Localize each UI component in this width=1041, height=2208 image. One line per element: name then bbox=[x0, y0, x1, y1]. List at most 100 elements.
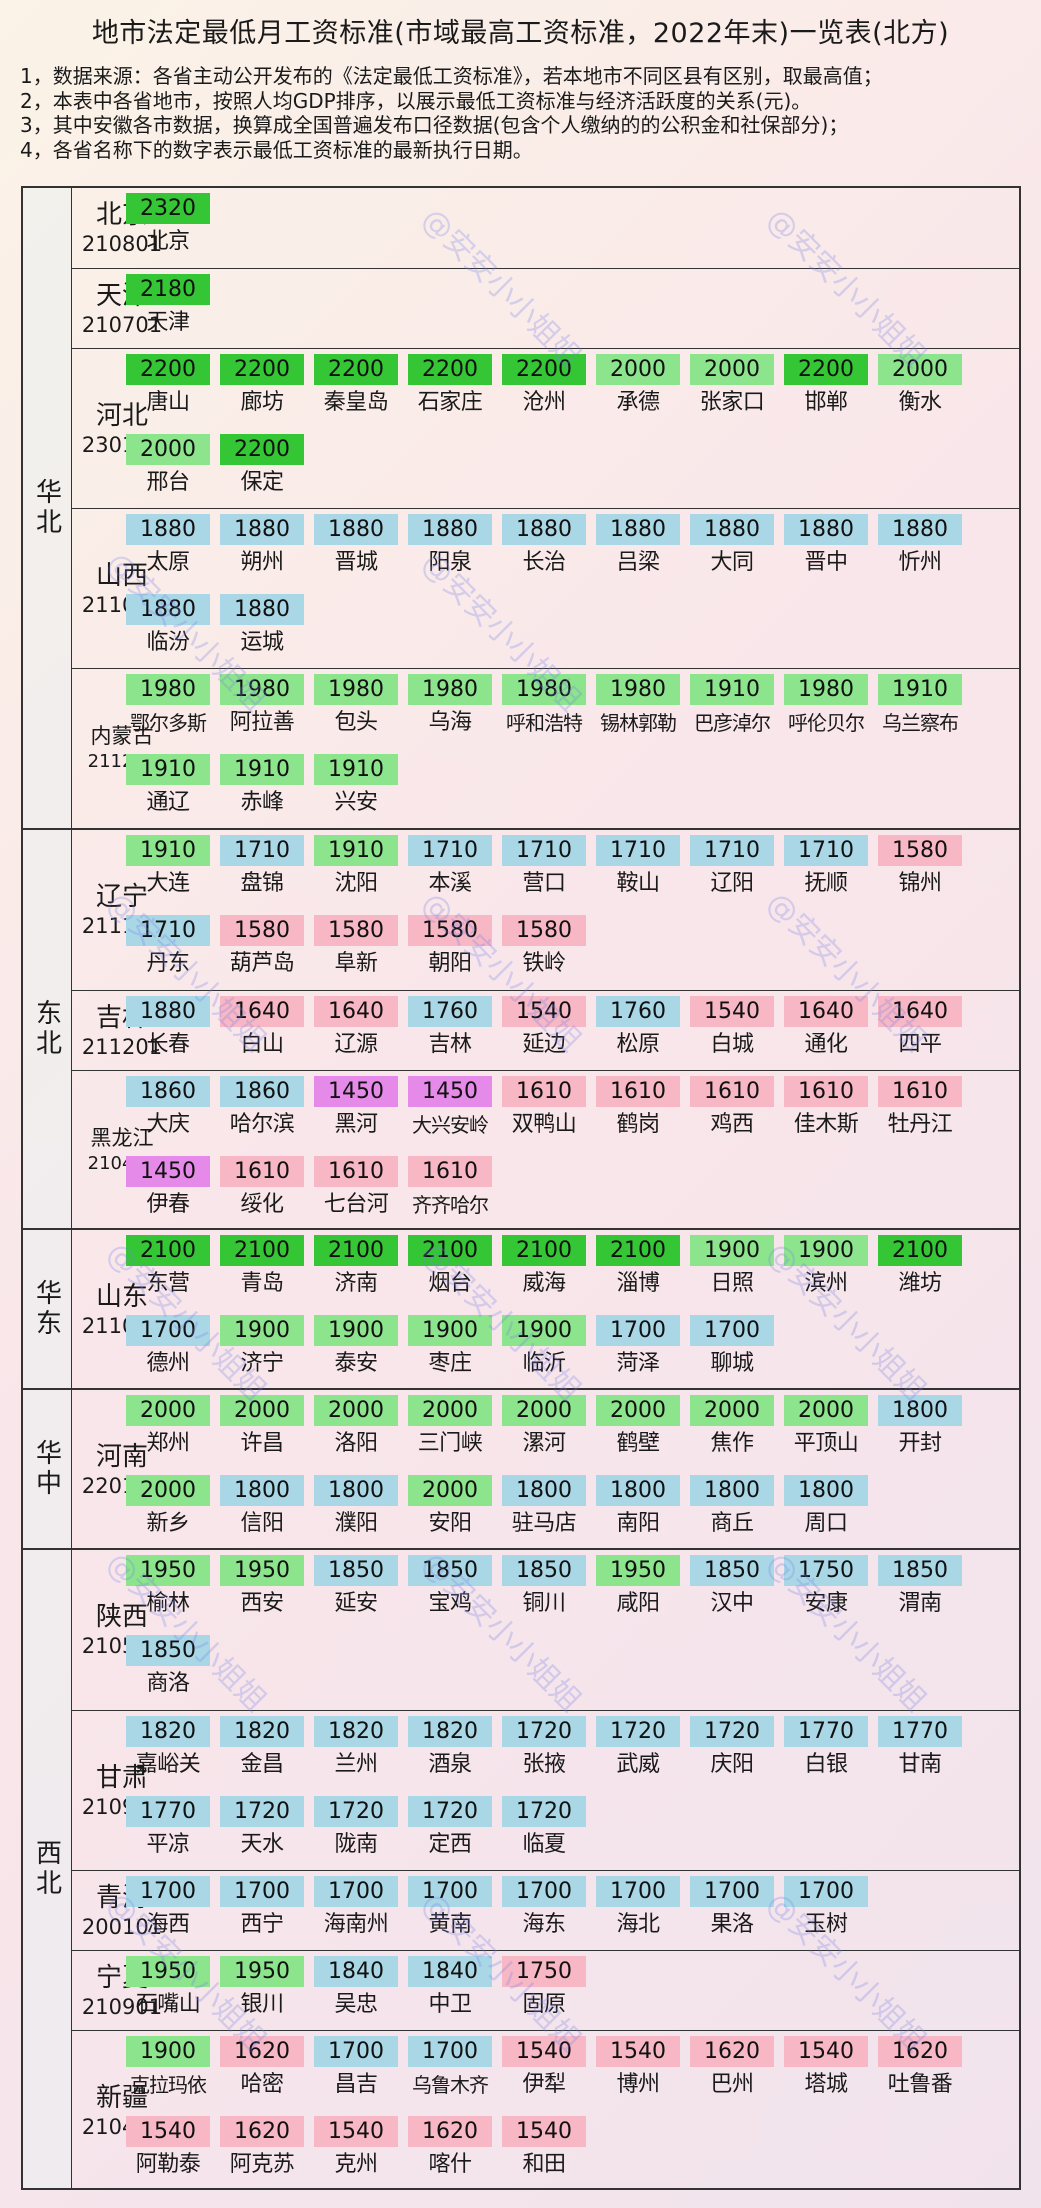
city-name: 佳木斯 bbox=[793, 1112, 859, 1137]
city-name: 定西 bbox=[428, 1832, 472, 1857]
city-cell: 1880 晋中 bbox=[784, 509, 868, 583]
city-name: 双鸭山 bbox=[511, 1112, 577, 1137]
city-cell: 1820 金昌 bbox=[220, 1711, 304, 1785]
wage-value: 1850 bbox=[878, 1555, 962, 1586]
city-name: 吕梁 bbox=[616, 550, 660, 575]
city-name: 枣庄 bbox=[428, 1351, 472, 1376]
region-block: 华东 山东 211001 2100 东营 2100 青岛 2100 济南 2100 烟台 2100 威海… bbox=[23, 1228, 1019, 1388]
wage-value: 1900 bbox=[784, 1235, 868, 1266]
city-name: 兰州 bbox=[334, 1752, 378, 1777]
city-name: 邢台 bbox=[146, 470, 190, 495]
city-cell: 1770 白银 bbox=[784, 1711, 868, 1785]
wage-value: 1880 bbox=[784, 514, 868, 545]
city-cell: 1770 平凉 bbox=[126, 1791, 210, 1865]
city-name: 运城 bbox=[240, 630, 284, 655]
wage-value: 1900 bbox=[502, 1315, 586, 1346]
wage-value: 1610 bbox=[878, 1076, 962, 1107]
city-cell: 1700 德州 bbox=[126, 1310, 210, 1384]
province-row: 内蒙古 211201 1980 鄂尔多斯 1980 阿拉善 1980 包头 1980 乌海 1980… bbox=[72, 668, 1019, 828]
wage-value: 1880 bbox=[596, 514, 680, 545]
wage-value: 1710 bbox=[690, 835, 774, 866]
city-cell: 1720 武威 bbox=[596, 1711, 680, 1785]
city-cell: 1800 濮阳 bbox=[314, 1470, 398, 1544]
wage-value: 1840 bbox=[314, 1956, 398, 1987]
city-cell: 2200 唐山 bbox=[126, 349, 210, 423]
city-name: 伊犁 bbox=[522, 2072, 566, 2097]
city-name: 绥化 bbox=[240, 1192, 284, 1217]
city-name: 张掖 bbox=[522, 1752, 566, 1777]
wage-value: 1800 bbox=[596, 1475, 680, 1506]
wage-value: 1640 bbox=[314, 996, 398, 1027]
city-name: 濮阳 bbox=[334, 1511, 378, 1536]
wage-value: 1910 bbox=[690, 674, 774, 705]
wage-value: 1950 bbox=[126, 1956, 210, 1987]
city-cell: 2200 廊坊 bbox=[220, 349, 304, 423]
province-row: 北京 210801 2320 北京 bbox=[72, 188, 1019, 268]
page-title: 地市法定最低月工资标准(市域最高工资标准，2022年末)一览表(北方) bbox=[91, 18, 950, 49]
wage-value: 1840 bbox=[408, 1956, 492, 1987]
wage-value: 1950 bbox=[220, 1956, 304, 1987]
wage-value: 1540 bbox=[784, 2036, 868, 2067]
city-name: 南阳 bbox=[616, 1511, 660, 1536]
city-name: 辽源 bbox=[334, 1032, 378, 1057]
city-cell: 1720 陇南 bbox=[314, 1791, 398, 1865]
city-cell: 1820 兰州 bbox=[314, 1711, 398, 1785]
city-cell: 1540 阿勒泰 bbox=[126, 2111, 210, 2185]
city-cell: 1850 渭南 bbox=[878, 1550, 962, 1624]
wage-value: 2000 bbox=[126, 1395, 210, 1426]
city-cell: 2000 焦作 bbox=[690, 1390, 774, 1464]
region-name: 华北 bbox=[31, 478, 62, 538]
city-name: 昌吉 bbox=[334, 2072, 378, 2097]
region-block: 东北 辽宁 211101 1910 大连 1710 盘锦 1910 沈阳 1710 本溪 1710 营口… bbox=[23, 828, 1019, 1228]
wage-value: 1720 bbox=[314, 1796, 398, 1827]
city-cell: 1610 七台河 bbox=[314, 1151, 398, 1225]
wage-value: 1720 bbox=[690, 1716, 774, 1747]
wage-value: 1640 bbox=[220, 996, 304, 1027]
region-name: 华东 bbox=[31, 1279, 62, 1339]
city-name: 海北 bbox=[616, 1912, 660, 1937]
city-name: 海西 bbox=[146, 1912, 190, 1937]
city-cell: 1980 锡林郭勒 bbox=[596, 669, 680, 743]
city-cell: 1610 鹤岗 bbox=[596, 1071, 680, 1145]
wage-value: 1720 bbox=[502, 1716, 586, 1747]
wage-value: 1850 bbox=[690, 1555, 774, 1586]
wage-value: 2100 bbox=[596, 1235, 680, 1266]
city-cell: 1580 朝阳 bbox=[408, 910, 492, 984]
province-name: 甘肃 bbox=[95, 1762, 148, 1793]
wage-value: 1620 bbox=[878, 2036, 962, 2067]
wage-value: 2100 bbox=[878, 1235, 962, 1266]
city-name: 商洛 bbox=[146, 1671, 190, 1696]
wage-value: 1710 bbox=[408, 835, 492, 866]
city-name: 松原 bbox=[616, 1032, 660, 1057]
city-name: 漯河 bbox=[522, 1431, 566, 1456]
city-name: 和田 bbox=[522, 2152, 566, 2177]
city-name: 石家庄 bbox=[417, 390, 483, 415]
city-cell: 1900 临沂 bbox=[502, 1310, 586, 1384]
wage-value: 1580 bbox=[314, 915, 398, 946]
wage-value: 1820 bbox=[126, 1716, 210, 1747]
city-name: 日照 bbox=[710, 1271, 754, 1296]
city-cell: 1950 榆林 bbox=[126, 1550, 210, 1624]
province-name: 山西 bbox=[95, 560, 148, 591]
city-cell: 2000 邢台 bbox=[126, 429, 210, 503]
city-cell: 1700 西宁 bbox=[220, 1871, 304, 1945]
city-name: 白银 bbox=[804, 1752, 848, 1777]
region-label: 华北 bbox=[23, 188, 72, 828]
city-cell: 2000 漯河 bbox=[502, 1390, 586, 1464]
wage-value: 1950 bbox=[596, 1555, 680, 1586]
city-cell: 1610 鸡西 bbox=[690, 1071, 774, 1145]
city-cell: 2100 潍坊 bbox=[878, 1230, 962, 1304]
city-name: 德州 bbox=[146, 1351, 190, 1376]
city-name: 大庆 bbox=[146, 1112, 190, 1137]
city-name: 葫芦岛 bbox=[229, 951, 295, 976]
city-name: 牡丹江 bbox=[887, 1112, 953, 1137]
city-name: 秦皇岛 bbox=[323, 390, 389, 415]
city-cell: 1450 大兴安岭 bbox=[408, 1071, 492, 1145]
wage-value: 1820 bbox=[314, 1716, 398, 1747]
region-label: 东北 bbox=[23, 830, 72, 1228]
city-name: 甘南 bbox=[898, 1752, 942, 1777]
region-label: 华东 bbox=[23, 1230, 72, 1388]
city-cell: 1580 锦州 bbox=[878, 830, 962, 904]
city-name: 鹤壁 bbox=[616, 1431, 660, 1456]
city-cell: 1760 吉林 bbox=[408, 991, 492, 1065]
